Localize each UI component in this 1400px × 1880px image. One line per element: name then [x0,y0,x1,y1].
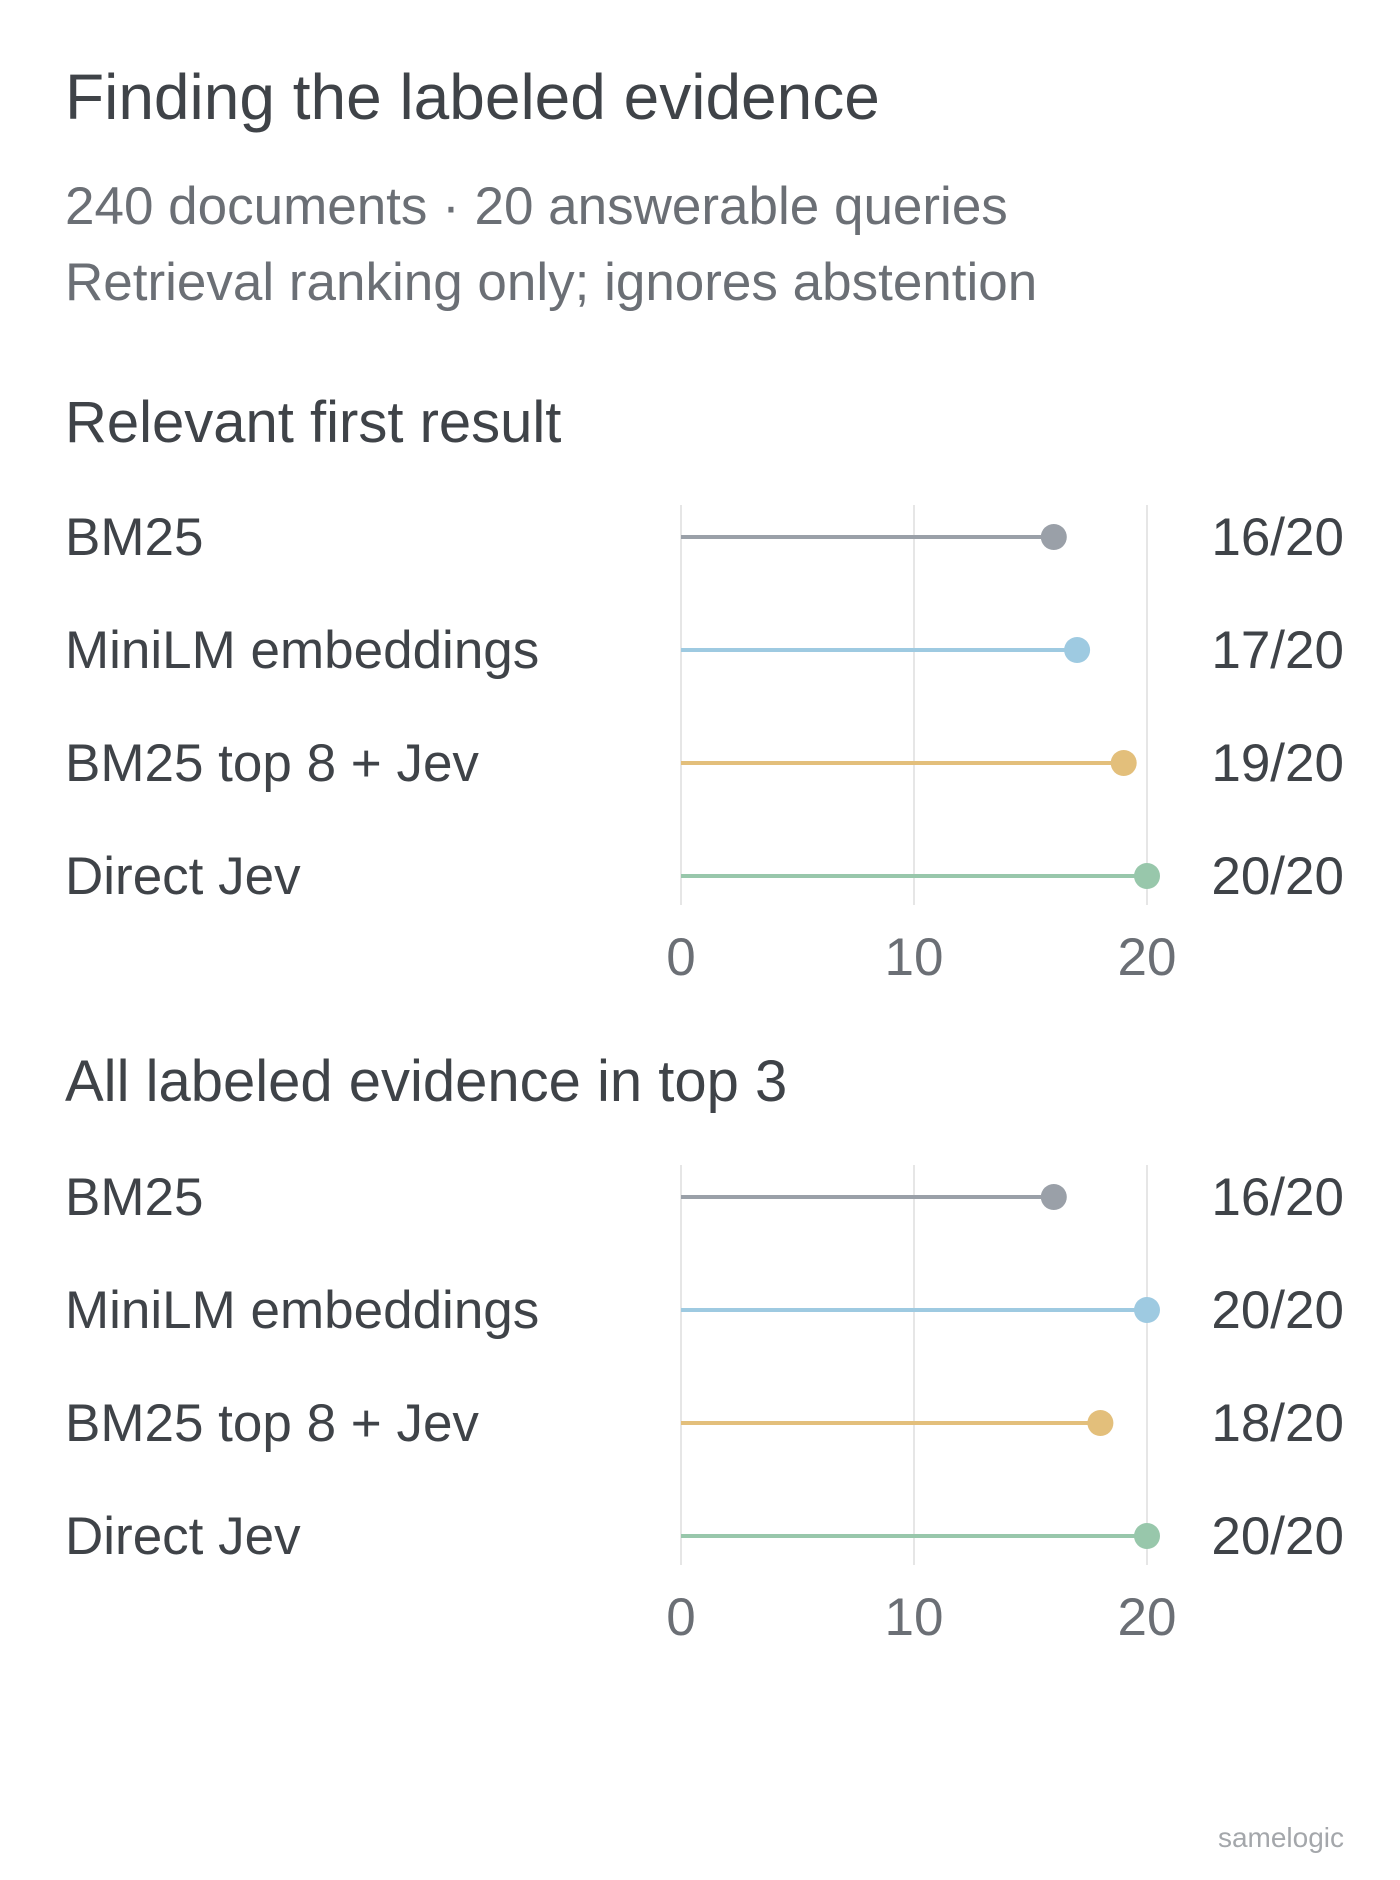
panel-relevant-first-result: Relevant first result BM25 16/20 MiniLM emb… [65,390,1344,987]
x-tick-label: 20 [1118,928,1177,987]
brand-watermark: samelogic [1218,1822,1344,1853]
lollipop-dot [1134,1523,1160,1549]
row-label: Direct Jev [65,1507,301,1566]
chart-subtitle-line2: Retrieval ranking only; ignores abstenti… [65,253,1037,312]
value-label: 19/20 [1211,734,1344,793]
value-label: 20/20 [1211,847,1344,906]
panel-title: Relevant first result [65,390,561,455]
lollipop-dot [1040,1184,1067,1210]
chart-subtitle-line1: 240 documents · 20 answerable queries [65,177,1008,236]
value-label: 18/20 [1211,1394,1344,1453]
value-label: 16/20 [1211,508,1344,567]
row-label: BM25 [65,508,203,567]
lollipop-dot [1134,1297,1160,1323]
x-tick-label: 0 [666,1588,695,1647]
value-label: 20/20 [1211,1281,1344,1340]
panel-title: All labeled evidence in top 3 [65,1049,787,1114]
panel-all-evidence-top-3: All labeled evidence in top 3 BM25 16/20 Mi… [65,1049,1344,1647]
lollipop-dot [1087,1410,1114,1436]
x-tick-label: 10 [885,1588,944,1647]
x-tick-label: 10 [885,928,944,987]
lollipop-dot [1040,524,1067,550]
chart-title: Finding the labeled evidence [65,61,880,133]
value-label: 20/20 [1211,1507,1344,1566]
lollipop-dot [1064,637,1091,663]
x-tick-label: 20 [1118,1588,1177,1647]
value-label: 16/20 [1211,1168,1344,1227]
row-label: BM25 top 8 + Jev [65,734,479,793]
value-label: 17/20 [1211,621,1344,680]
row-label: BM25 top 8 + Jev [65,1394,479,1453]
row-label: MiniLM embeddings [65,621,539,680]
row-label: BM25 [65,1168,203,1227]
lollipop-dot [1134,863,1160,889]
row-label: Direct Jev [65,847,301,906]
x-tick-label: 0 [666,928,695,987]
lollipop-dot [1110,750,1137,776]
row-label: MiniLM embeddings [65,1281,539,1340]
